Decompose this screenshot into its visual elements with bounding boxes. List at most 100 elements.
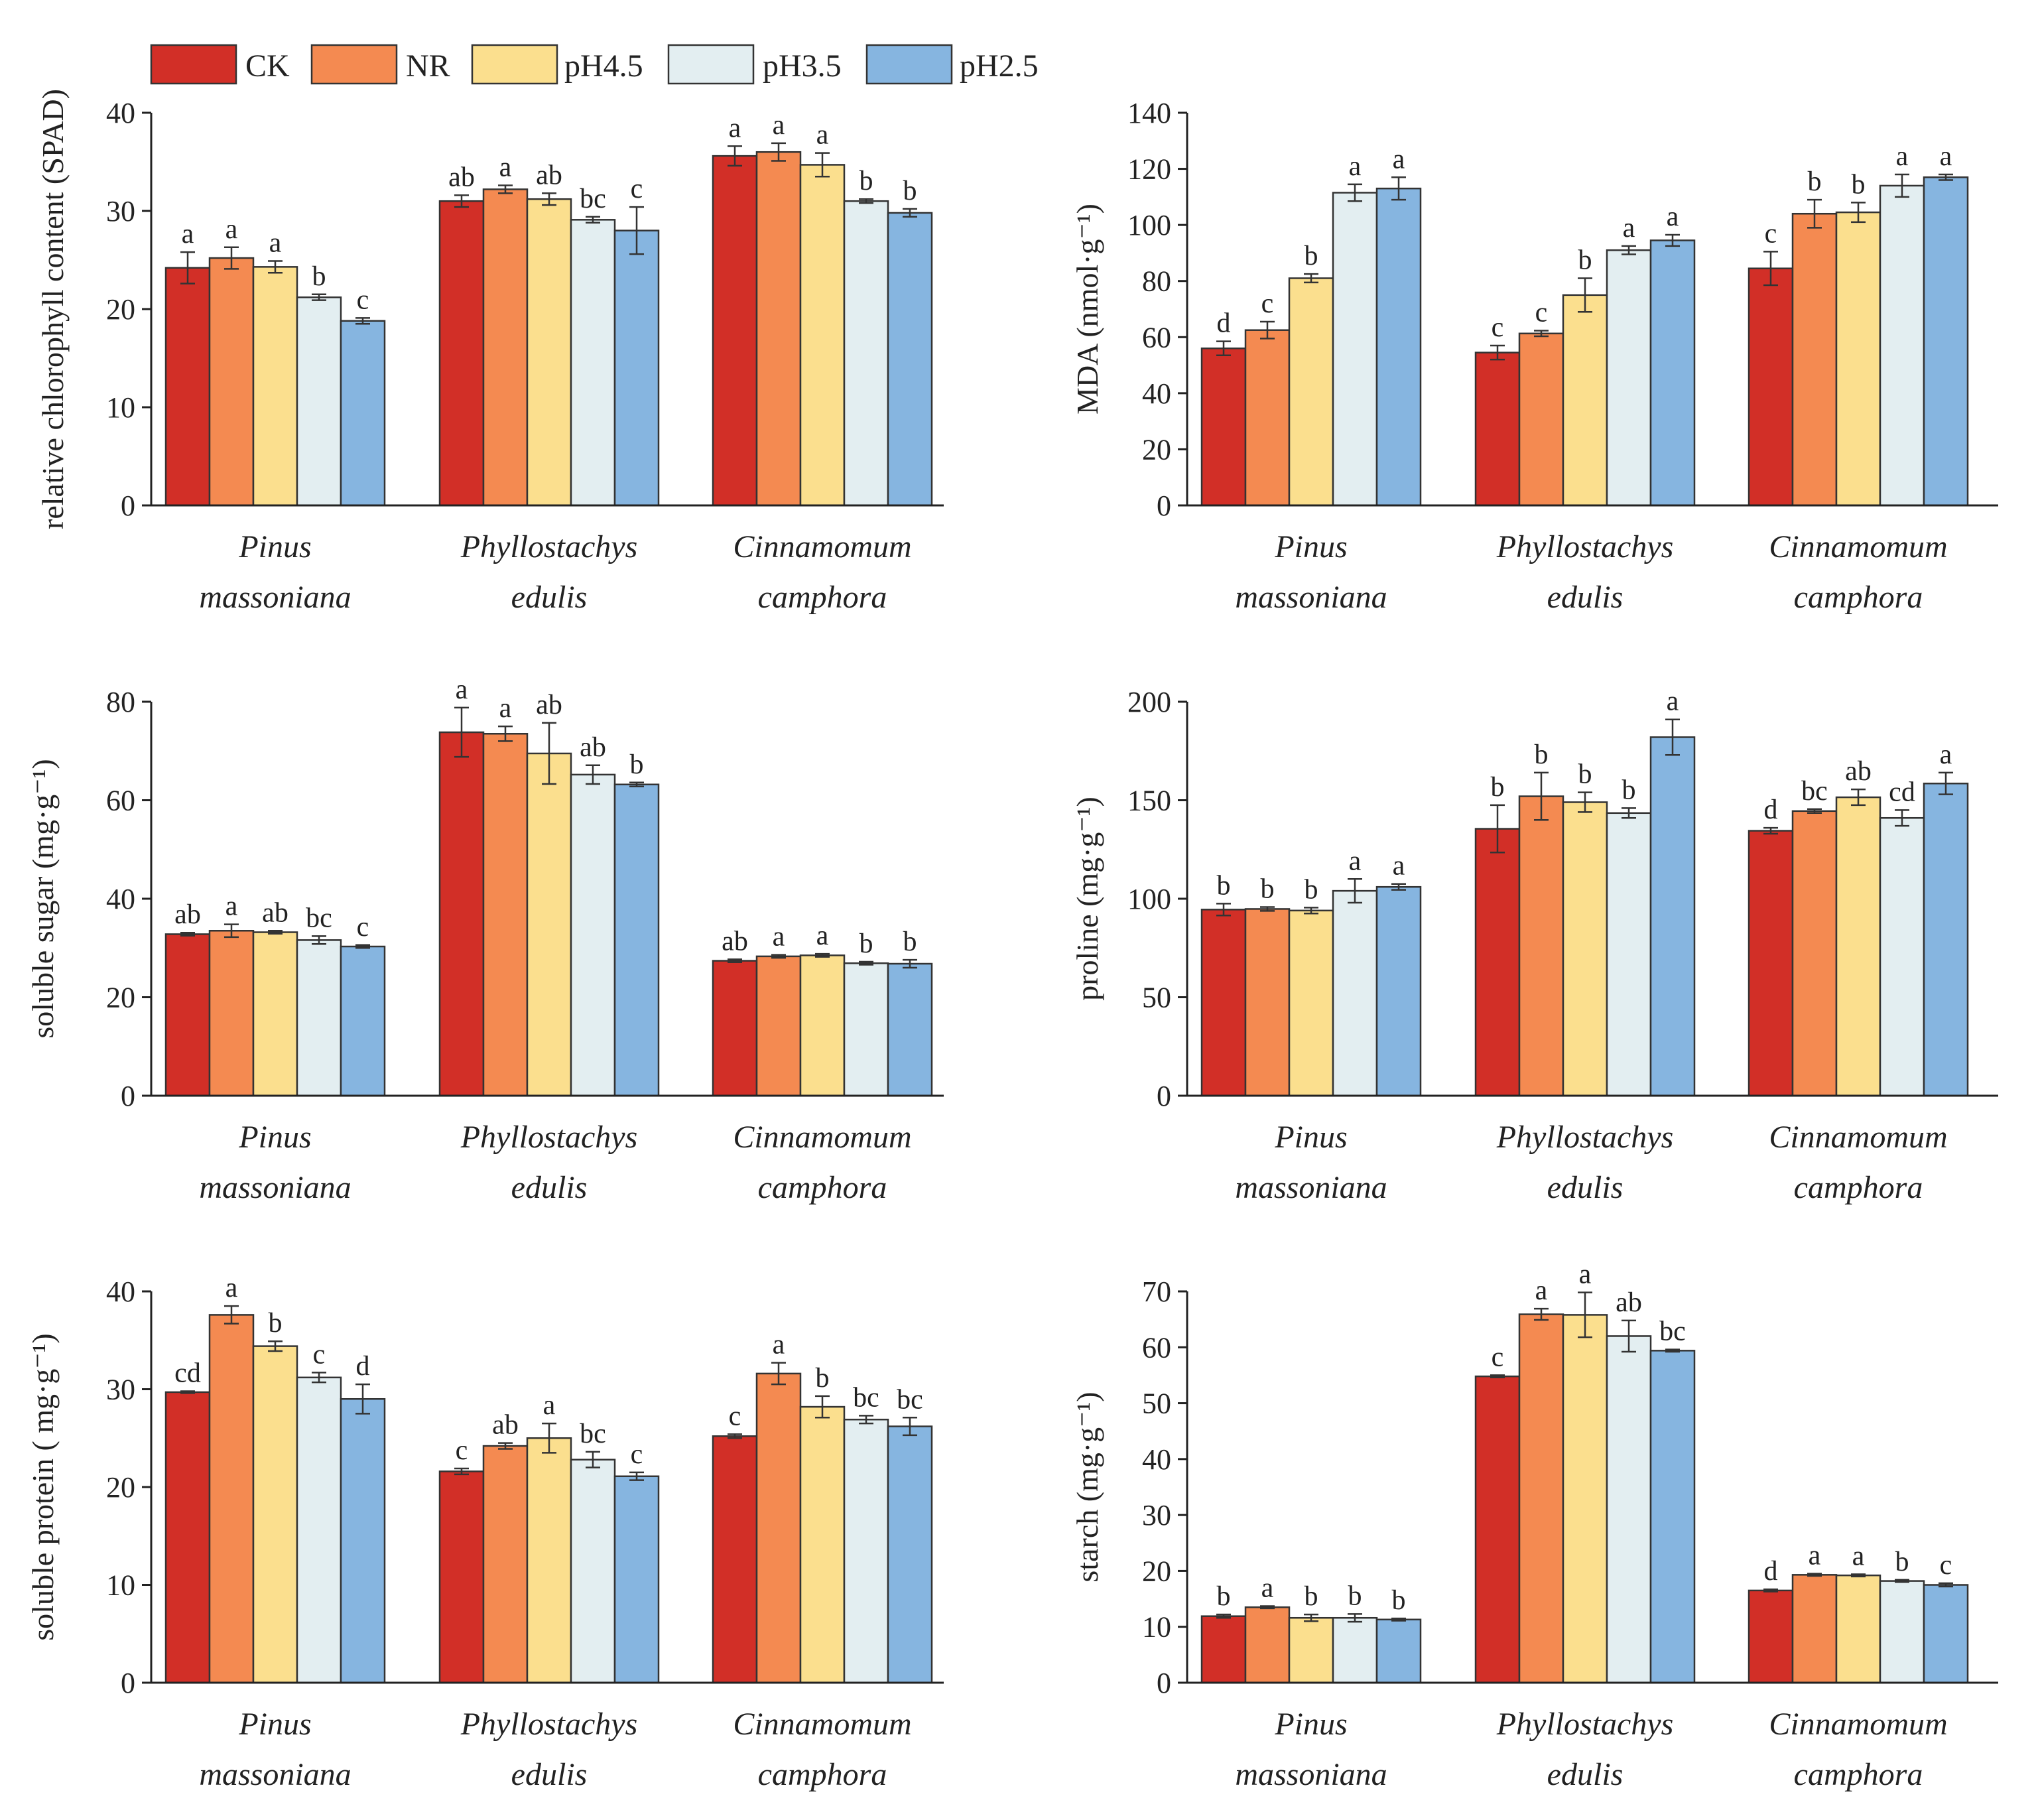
x-category-label: edulis bbox=[511, 580, 588, 615]
bar-ck-group1 bbox=[164, 1391, 211, 1684]
bar-ph35-group3 bbox=[843, 200, 889, 507]
significance-letter: bc bbox=[306, 903, 332, 933]
legend-label: NR bbox=[406, 48, 450, 84]
x-category-label: camphora bbox=[1794, 580, 1923, 615]
bar-ph25-group3 bbox=[887, 1425, 933, 1684]
significance-letter: a bbox=[1809, 1541, 1821, 1571]
significance-letter: a bbox=[499, 693, 512, 724]
significance-letter: a bbox=[773, 1330, 785, 1360]
bar-ph35-group2 bbox=[570, 219, 616, 507]
bar-nr-group2 bbox=[1518, 332, 1564, 507]
bar-ck-group2 bbox=[438, 731, 485, 1097]
bar-ph35-group1 bbox=[1332, 889, 1378, 1097]
bar-ph45-group1 bbox=[1288, 277, 1334, 507]
x-category-label: Pinus bbox=[1274, 1707, 1347, 1742]
bar-ph25-group1 bbox=[1375, 885, 1422, 1097]
significance-letter: b bbox=[860, 166, 873, 196]
y-tick-label: 30 bbox=[106, 195, 135, 228]
significance-letter: bc bbox=[853, 1382, 879, 1413]
significance-letter: a bbox=[1667, 686, 1679, 717]
legend-label: pH2.5 bbox=[960, 48, 1039, 84]
significance-letter: c bbox=[1535, 298, 1548, 328]
bar-ph45-group2 bbox=[1562, 1314, 1608, 1684]
significance-letter: a bbox=[1940, 141, 1952, 172]
bar-ph45-group1 bbox=[252, 266, 298, 507]
legend-label: pH3.5 bbox=[763, 48, 842, 84]
significance-letter: c bbox=[729, 1401, 741, 1431]
significance-letter: bc bbox=[580, 184, 606, 214]
bar-ph45-group2 bbox=[526, 198, 572, 507]
bar-ph25-group2 bbox=[1649, 736, 1696, 1097]
y-tick-label: 100 bbox=[1127, 883, 1171, 915]
significance-letter: a bbox=[543, 1390, 556, 1421]
x-category-label: Pinus bbox=[238, 1120, 311, 1155]
y-tick-label: 120 bbox=[1127, 153, 1171, 186]
significance-letter: a bbox=[816, 120, 829, 151]
significance-letter: d bbox=[356, 1351, 370, 1382]
significance-letter: a bbox=[1579, 1260, 1592, 1290]
significance-letter: a bbox=[456, 675, 468, 705]
significance-letter: d bbox=[1217, 308, 1231, 339]
bar-ph45-group2 bbox=[526, 752, 572, 1097]
bar-ph45-group3 bbox=[1835, 211, 1881, 507]
bar-nr-group3 bbox=[755, 151, 802, 507]
y-tick-label: 30 bbox=[106, 1374, 135, 1406]
significance-letter: ab bbox=[1845, 756, 1872, 787]
bar-ck-group1 bbox=[1200, 347, 1247, 507]
x-category-label: Phyllostachys bbox=[1496, 1120, 1674, 1155]
significance-letter: b bbox=[1348, 1581, 1362, 1611]
significance-letter: c bbox=[631, 174, 643, 204]
bar-ph45-group1 bbox=[1288, 909, 1334, 1097]
y-tick-label: 40 bbox=[106, 1275, 135, 1308]
x-category-label: massoniana bbox=[199, 580, 351, 615]
bar-ck-group3 bbox=[1748, 1589, 1794, 1684]
bar-ph35-group2 bbox=[1606, 1335, 1652, 1684]
significance-letter: b bbox=[903, 176, 917, 206]
x-category-label: massoniana bbox=[1235, 580, 1387, 615]
significance-letter: a bbox=[1261, 1573, 1274, 1604]
bar-ph25-group2 bbox=[1649, 1350, 1696, 1684]
x-category-label: Cinnamomum bbox=[733, 529, 911, 564]
bar-ph35-group1 bbox=[296, 296, 342, 507]
bar-ck-group1 bbox=[164, 933, 211, 1097]
bar-ck-group1 bbox=[1200, 1615, 1247, 1684]
significance-letter: b bbox=[1578, 245, 1592, 275]
bar-ph25-group1 bbox=[1375, 187, 1422, 507]
bar-ph45-group3 bbox=[1835, 796, 1881, 1097]
y-axis-label: proline (mg·g⁻¹) bbox=[1070, 797, 1104, 1001]
legend-label: CK bbox=[245, 48, 290, 84]
y-tick-label: 60 bbox=[106, 785, 135, 817]
significance-letter: bc bbox=[580, 1419, 606, 1449]
bar-ph45-group3 bbox=[799, 1405, 846, 1684]
bar-ck-group2 bbox=[1474, 828, 1521, 1097]
y-tick-label: 100 bbox=[1127, 209, 1171, 241]
y-tick-label: 50 bbox=[1142, 982, 1171, 1014]
x-category-label: Phyllostachys bbox=[1496, 1707, 1674, 1742]
y-tick-label: 10 bbox=[106, 391, 135, 424]
y-tick-label: 150 bbox=[1127, 785, 1171, 817]
y-tick-label: 140 bbox=[1127, 97, 1171, 129]
significance-letter: b bbox=[1217, 870, 1231, 901]
bar-ph45-group3 bbox=[1835, 1574, 1881, 1684]
bar-ph25-group2 bbox=[613, 1475, 660, 1684]
x-category-label: Phyllostachys bbox=[460, 1120, 638, 1155]
bar-ck-group2 bbox=[438, 200, 485, 507]
significance-letter: b bbox=[1578, 759, 1592, 790]
significance-letter: a bbox=[182, 219, 194, 249]
bar-ph45-group1 bbox=[252, 931, 298, 1097]
bar-ph25-group1 bbox=[340, 945, 386, 1097]
legend-swatch-nr bbox=[310, 44, 398, 85]
significance-letter: d bbox=[1764, 795, 1778, 825]
significance-letter: b bbox=[1491, 772, 1505, 803]
significance-letter: a bbox=[729, 113, 741, 143]
y-tick-label: 20 bbox=[106, 293, 135, 326]
x-category-label: camphora bbox=[758, 1757, 887, 1792]
bar-ph25-group2 bbox=[613, 783, 660, 1097]
bar-ck-group1 bbox=[1200, 909, 1247, 1097]
significance-letter: b bbox=[630, 749, 644, 780]
y-tick-label: 20 bbox=[1142, 433, 1171, 466]
significance-letter: b bbox=[269, 1308, 283, 1338]
